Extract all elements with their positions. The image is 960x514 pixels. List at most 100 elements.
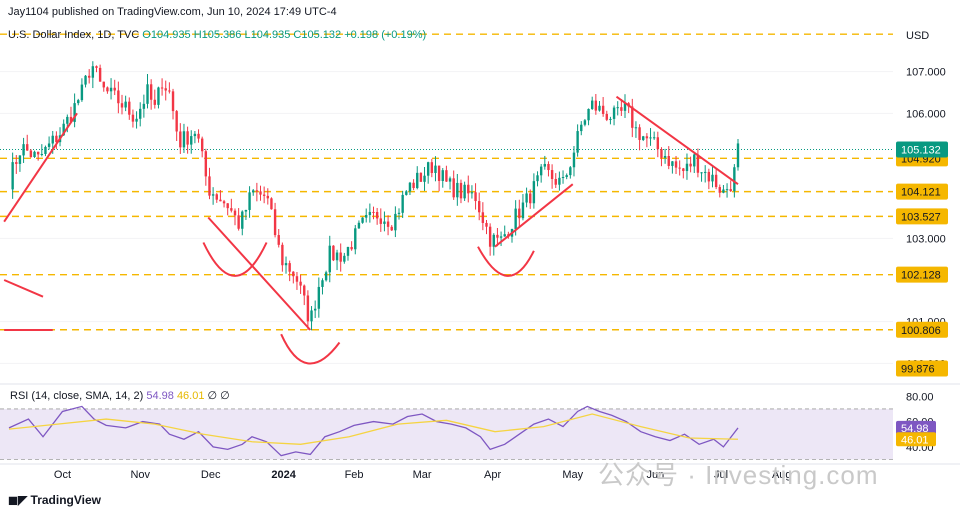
time-axis: Oct Nov Dec 2024 Feb Mar Apr May Jun Jul Aug	[54, 469, 792, 481]
rsi-label: RSI (14, close, SMA, 14, 2)	[10, 390, 144, 402]
x-tick-label: Jun	[647, 469, 665, 481]
rsi-tick-label: 80.00	[906, 391, 934, 403]
candle-body	[299, 281, 302, 286]
candle-body	[317, 286, 321, 309]
candle-body	[459, 182, 463, 199]
candle-body	[215, 194, 218, 200]
candle-body	[674, 161, 678, 168]
candle-body	[554, 179, 557, 185]
candle-body	[230, 208, 233, 211]
candle-body	[244, 209, 248, 212]
candle-body	[270, 198, 273, 210]
candle-body	[146, 84, 149, 104]
rsi-legend: RSI (14, close, SMA, 14, 2) 54.98 46.01 …	[10, 389, 230, 402]
level-label: 99.876	[901, 364, 935, 376]
candle-body	[62, 123, 65, 136]
candle-body	[164, 88, 167, 91]
candle-body	[583, 120, 587, 125]
candle-body	[394, 213, 397, 231]
level-label-box	[896, 266, 948, 283]
candle-body	[539, 166, 543, 176]
candle-body	[518, 208, 521, 219]
candle-body	[66, 116, 69, 124]
candle-body	[80, 84, 84, 101]
rounding-arc	[280, 333, 341, 365]
candle-body	[386, 221, 390, 227]
candle-body	[15, 162, 18, 164]
candle-body	[426, 162, 430, 176]
candle-body	[313, 308, 317, 311]
legend-change: +0.198 (+0.19%)	[344, 29, 427, 41]
candle-body	[725, 189, 729, 191]
candle-body	[171, 91, 175, 112]
candle-body	[452, 178, 455, 198]
level-label: 102.128	[901, 270, 941, 282]
candle-body	[36, 151, 40, 155]
rsi-value: 54.98	[146, 390, 174, 402]
y-tick-label: 107.000	[906, 67, 946, 79]
candle-body	[117, 90, 120, 104]
candle-body	[135, 118, 138, 122]
candle-body	[598, 105, 601, 111]
candle-body	[496, 234, 499, 238]
candle-body	[197, 133, 200, 139]
candle-body	[609, 118, 612, 120]
candle-body	[685, 163, 689, 172]
candle-body	[328, 245, 331, 273]
x-tick-label: Oct	[54, 469, 71, 481]
candle-body	[390, 226, 393, 231]
candle-body	[405, 191, 408, 195]
x-tick-label: Jul	[714, 469, 728, 481]
candle-body	[324, 272, 328, 281]
trendlines	[3, 95, 739, 365]
candle-body	[703, 171, 707, 173]
currency-label: USD	[906, 30, 929, 42]
candle-body	[503, 234, 506, 237]
candle-body	[696, 154, 700, 173]
candle-body	[645, 136, 649, 139]
candle-body	[580, 124, 583, 132]
x-tick-label: Aug	[772, 469, 792, 481]
candle-body	[87, 75, 91, 78]
candle-body	[255, 190, 259, 192]
candle-body	[532, 181, 536, 204]
candle-body	[55, 135, 58, 143]
candle-body	[689, 163, 692, 167]
candle-body	[266, 195, 269, 199]
candle-body	[521, 202, 525, 219]
candle-body	[284, 263, 288, 266]
candle-body	[354, 228, 357, 250]
candle-body	[514, 208, 517, 229]
candle-body	[237, 215, 240, 229]
candle-body	[733, 167, 736, 192]
candle-body	[124, 101, 127, 108]
candle-body	[711, 174, 714, 182]
rsi-value-box	[896, 420, 936, 435]
rounding-arc	[477, 246, 535, 277]
candle-body	[485, 222, 488, 227]
candle-body	[529, 193, 532, 204]
level-label: 103.527	[901, 211, 941, 223]
candle-body	[707, 171, 711, 182]
candle-body	[642, 136, 645, 140]
candle-body	[397, 212, 401, 214]
candle-body	[663, 155, 667, 158]
x-tick-label: Nov	[130, 469, 150, 481]
candle-body	[95, 66, 98, 68]
rsi-value-label: 54.98	[901, 423, 929, 435]
watermark: 公众号 · Investing.com	[598, 460, 879, 490]
candle-body	[620, 107, 623, 111]
candle-body	[660, 149, 663, 158]
candle-body	[718, 187, 721, 193]
price-axis: 107.000106.000103.000101.000100.000USD10…	[896, 30, 948, 454]
candle-body	[463, 184, 466, 199]
rsi-line	[8, 405, 739, 457]
level-label: 104.121	[901, 187, 941, 199]
candle-body	[288, 263, 291, 272]
last-price-label: 105.132	[901, 145, 941, 157]
rsi-pane	[0, 405, 893, 460]
publisher-line: Jay1104 published on TradingView.com, Ju…	[8, 6, 337, 18]
candle-body	[306, 295, 310, 322]
candle-body	[383, 221, 386, 224]
